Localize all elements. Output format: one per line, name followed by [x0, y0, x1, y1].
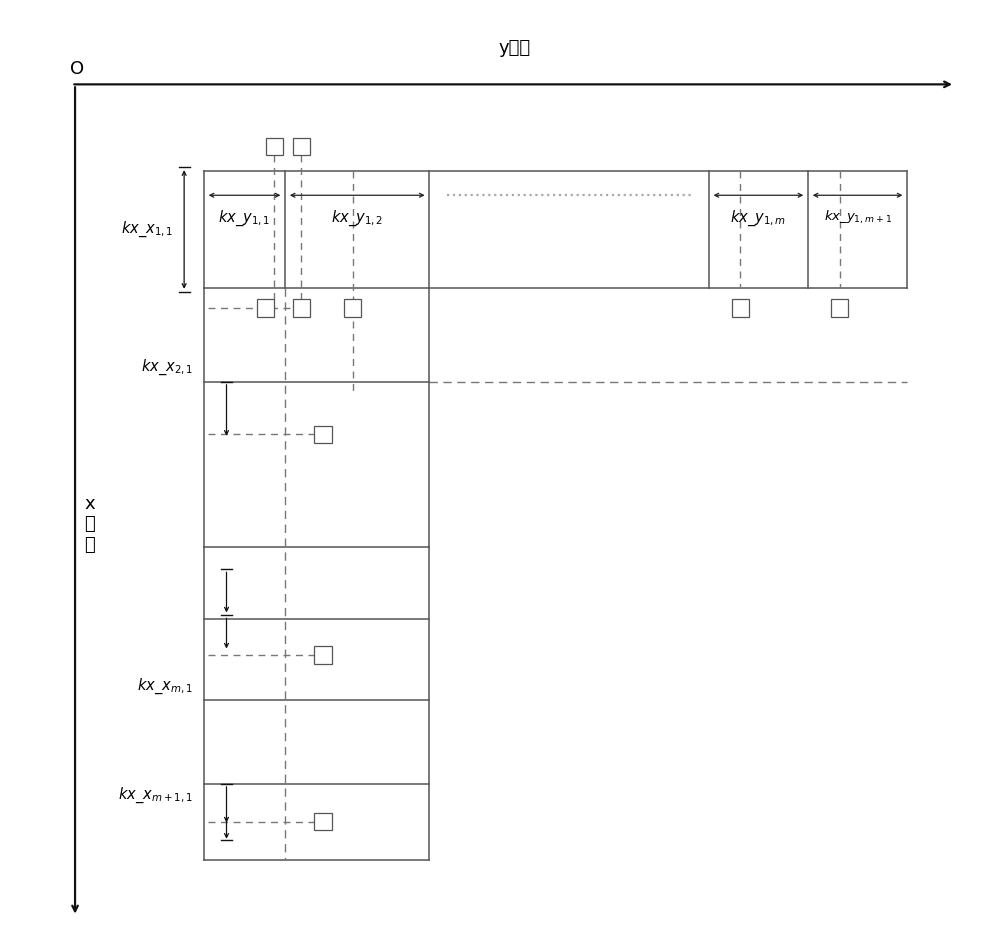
Bar: [831, 299, 848, 317]
Bar: [314, 813, 332, 830]
Text: $kx\_y_{1,m}$: $kx\_y_{1,m}$: [730, 209, 786, 228]
Text: O: O: [70, 60, 84, 78]
Bar: [293, 299, 310, 317]
Text: $kx\_x_{m,1}$: $kx\_x_{m,1}$: [137, 677, 193, 696]
Bar: [266, 138, 283, 155]
Bar: [344, 299, 361, 317]
Text: $kx\_y_{1,2}$: $kx\_y_{1,2}$: [331, 209, 383, 228]
Text: $kx\_x_{2,1}$: $kx\_x_{2,1}$: [141, 358, 193, 378]
Text: $kx\_x_{1,1}$: $kx\_x_{1,1}$: [121, 220, 173, 239]
Text: x
方
向: x 方 向: [84, 494, 95, 554]
Bar: [732, 299, 749, 317]
Bar: [314, 425, 332, 443]
Bar: [293, 138, 310, 155]
Text: $kx\_y_{1,m+1}$: $kx\_y_{1,m+1}$: [824, 209, 892, 226]
Bar: [257, 299, 274, 317]
Text: $kx\_y_{1,1}$: $kx\_y_{1,1}$: [218, 209, 271, 228]
Text: y方向: y方向: [499, 39, 531, 57]
Text: $kx\_x_{m+1,1}$: $kx\_x_{m+1,1}$: [118, 786, 193, 805]
Bar: [314, 646, 332, 663]
